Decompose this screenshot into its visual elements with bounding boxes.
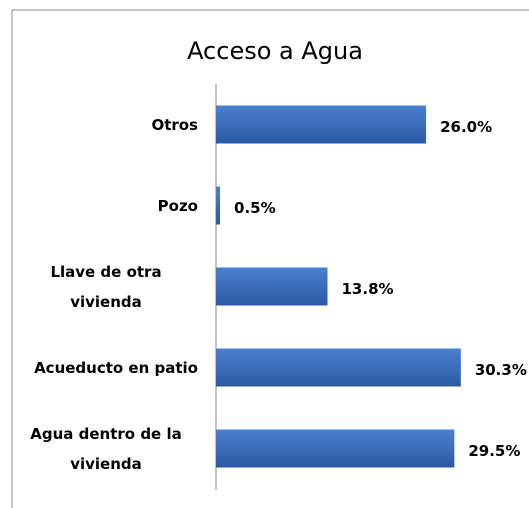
category-label-text: Pozo [157,196,198,215]
bar [216,186,221,225]
value-label: 0.5% [234,198,276,218]
value-label-text: 13.8% [341,279,394,298]
category-label: Pozo [10,176,198,236]
chart-title: Acceso a Agua [187,37,363,65]
category-label-text: Agua dentro de la vivienda [30,424,182,473]
value-label-text: 30.3% [474,360,527,379]
value-label: 26.0% [440,117,492,137]
bar [216,348,461,387]
value-label: 13.8% [342,279,394,299]
bar [216,267,328,306]
category-label-text: Acueducto en patio [34,358,198,377]
category-label: Agua dentro de la vivienda [10,419,198,479]
value-label: 30.3% [475,360,527,380]
value-label-text: 29.5% [468,441,521,460]
bar [216,429,455,468]
category-label-text: Llave de otra vivienda [50,262,162,311]
value-label-text: 26.0% [440,117,493,136]
value-label-text: 0.5% [234,198,276,217]
chart-border [11,9,529,508]
category-label-text: Otros [151,115,198,134]
category-label: Otros [10,95,198,155]
value-label: 29.5% [468,441,520,461]
bar [216,105,427,144]
category-label: Llave de otra vivienda [10,257,198,317]
category-label: Acueducto en patio [10,338,198,398]
